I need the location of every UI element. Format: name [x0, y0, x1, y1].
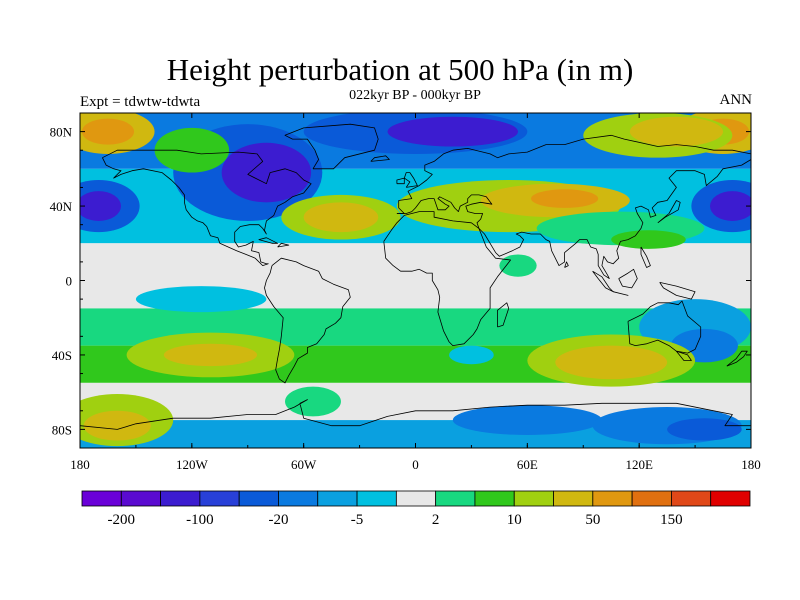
coastline [657, 200, 681, 224]
contour-cell [629, 116, 724, 147]
x-tick-label: 60W [291, 457, 317, 472]
contour-cell [135, 286, 267, 313]
y-tick-label: 40S [52, 348, 72, 363]
coastline [618, 268, 638, 289]
contour-cell [531, 189, 599, 208]
coastline [80, 399, 751, 430]
x-tick-label: 180 [741, 457, 761, 472]
colorbar-label: -100 [186, 512, 214, 528]
contour-cell [154, 127, 230, 173]
colorbar-label: 50 [585, 512, 600, 528]
colorbar-swatch [317, 490, 358, 507]
coastline [396, 134, 751, 214]
colorbar-swatch [160, 490, 201, 507]
contour-cell [81, 118, 135, 145]
colorbar-swatch [435, 490, 476, 507]
colorbar-swatch [671, 490, 712, 507]
colorbar-swatch [81, 490, 122, 507]
colorbar-label: 150 [660, 512, 683, 528]
colorbar-swatch [395, 490, 437, 507]
x-tick-label: 120W [176, 457, 209, 472]
x-tick-label: 60E [517, 457, 538, 472]
colorbar-label: 10 [507, 512, 522, 528]
y-tick-label: 0 [66, 274, 73, 289]
coastline [676, 350, 692, 361]
colorbar-label: -20 [268, 512, 288, 528]
contour-cell [83, 410, 151, 441]
colorbar-swatch [513, 490, 554, 507]
y-tick-label: 40N [50, 199, 73, 214]
axis-ticks: 180 120W 60W 0 60E 120E 180 80N 40N 0 40S 80S [50, 112, 761, 472]
coastline [564, 261, 569, 268]
contour-cell [303, 202, 379, 233]
x-tick-label: 120E [625, 457, 653, 472]
colorbar-label: -200 [108, 512, 136, 528]
coastline [258, 237, 278, 244]
colorbar-swatch [631, 490, 672, 507]
x-tick-label: 0 [412, 457, 419, 472]
colorbar-swatch [592, 490, 633, 507]
x-tick-label: 180 [70, 457, 90, 472]
contour-cell [667, 418, 742, 441]
contour-cell [555, 345, 668, 380]
contour-cell [449, 345, 494, 365]
experiment-label: Expt = tdwtw-tdwta [80, 94, 201, 110]
coastline [403, 172, 418, 188]
coastline [640, 246, 651, 268]
contour-cell [387, 116, 519, 147]
y-tick-label: 80N [50, 125, 73, 140]
colorbar-swatch [474, 490, 515, 507]
colorbar-label: -5 [351, 512, 364, 528]
colorbar-swatch [553, 490, 594, 507]
y-tick-label: 80S [52, 422, 72, 437]
coastline [102, 149, 312, 266]
coastline [396, 159, 751, 279]
contour-cell [452, 405, 602, 435]
coastline [659, 282, 696, 300]
coastline [497, 302, 510, 328]
colorbar: -200 -100 -20 -5 2 10 50 150 [81, 490, 751, 528]
coastline [627, 300, 702, 354]
colorbar-swatch [710, 490, 751, 507]
colorbar-swatch [120, 490, 161, 507]
colorbar-swatch [199, 490, 240, 507]
contour-cell [221, 142, 312, 203]
contour-cell [710, 191, 751, 221]
contour-cell [80, 191, 121, 221]
coastline-layer [80, 123, 751, 430]
coastline [396, 177, 405, 185]
coastline [277, 242, 290, 248]
coastline [613, 291, 629, 296]
coastline [383, 211, 511, 346]
season-label: ANN [719, 92, 753, 108]
map-subtitle: 022kyr BP - 000kyr BP [349, 88, 481, 103]
colorbar-swatch [238, 490, 279, 507]
contour-cell [611, 230, 686, 249]
coastline [284, 123, 379, 170]
colorbar-label: 2 [432, 512, 440, 528]
coastline [726, 350, 748, 367]
contour-cell [285, 386, 341, 417]
contour-cell [163, 343, 258, 367]
colorbar-swatch [278, 490, 319, 507]
contour-cell [499, 254, 537, 277]
map-title: Height perturbation at 500 hPa (in m) [166, 52, 634, 87]
colorbar-swatch [356, 490, 397, 507]
coastline [370, 155, 390, 162]
coastline [264, 257, 351, 384]
contour-fill-layer [80, 113, 751, 448]
